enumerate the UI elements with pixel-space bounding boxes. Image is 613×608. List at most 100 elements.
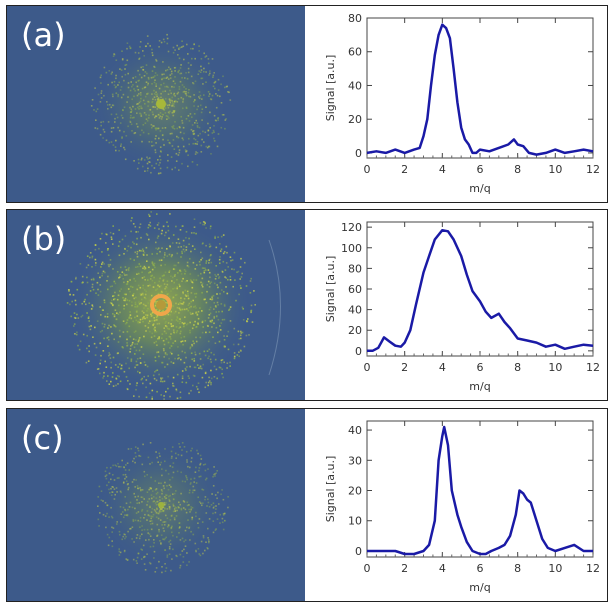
detector-speckle [221, 310, 223, 313]
detector-speckle [166, 508, 169, 510]
detector-speckle [193, 342, 195, 345]
detector-speckle [163, 330, 166, 333]
detector-speckle [94, 248, 97, 251]
detector-speckle [188, 392, 190, 395]
detector-speckle [193, 137, 195, 140]
detector-speckle [201, 108, 204, 110]
detector-speckle [117, 126, 119, 129]
detector-speckle [166, 118, 168, 120]
detector-speckle [168, 541, 170, 543]
detector-speckle [162, 38, 165, 41]
detector-speckle [136, 103, 138, 105]
detector-speckle [150, 523, 152, 525]
detector-speckle [133, 95, 135, 98]
detector-speckle [126, 559, 129, 561]
detector-speckle [229, 279, 232, 281]
detector-speckle [151, 54, 154, 57]
detector-speckle [138, 57, 141, 60]
detector-speckle [201, 277, 204, 280]
y-tick-label: 40 [348, 304, 362, 317]
detector-speckle [216, 377, 218, 380]
detector-speckle [132, 105, 134, 108]
detector-speckle [223, 318, 226, 321]
detector-speckle [137, 231, 139, 233]
detector-speckle [91, 255, 94, 258]
detector-speckle [106, 484, 108, 487]
detector-speckle [119, 290, 121, 292]
detector-speckle [124, 297, 127, 300]
detector-speckle [158, 310, 160, 313]
detector-speckle [208, 93, 211, 95]
detector-speckle [107, 345, 109, 347]
detector-speckle [215, 528, 217, 530]
detector-speckle [171, 85, 173, 88]
detector-speckle [128, 299, 131, 302]
detector-speckle [216, 94, 219, 97]
y-tick-label: 100 [341, 242, 362, 255]
detector-speckle [186, 43, 188, 46]
detector-speckle [151, 274, 153, 277]
detector-speckle [224, 519, 226, 522]
detector-speckle [193, 358, 195, 360]
detector-speckle [167, 159, 169, 162]
detector-speckle [111, 491, 113, 493]
detector-speckle [160, 41, 163, 44]
detector-speckle [140, 346, 143, 348]
detector-speckle [179, 526, 181, 528]
detector-speckle [111, 491, 114, 493]
detector-speckle [138, 105, 141, 108]
detector-speckle [117, 294, 120, 297]
detector-speckle [136, 315, 139, 317]
detector-speckle [90, 308, 93, 310]
detector-speckle [121, 136, 123, 138]
detector-speckle [142, 443, 144, 446]
detector-speckle [171, 466, 174, 468]
detector-speckle [147, 326, 150, 329]
detector-speckle [99, 372, 101, 375]
detector-speckle [169, 110, 171, 113]
detector-speckle [153, 317, 155, 319]
detector-speckle [169, 74, 172, 76]
detector-speckle [170, 310, 172, 313]
detector-speckle [154, 66, 156, 68]
detector-speckle [125, 274, 128, 276]
detector-speckle [143, 555, 146, 558]
detector-speckle [240, 287, 242, 289]
detector-speckle [149, 506, 151, 508]
detector-speckle [185, 231, 188, 233]
detector-speckle [181, 122, 184, 124]
detector-speckle [203, 94, 205, 96]
detector-speckle [129, 348, 132, 350]
detector-speckle [143, 556, 145, 559]
detector-speckle [179, 67, 182, 69]
detector-speckle [242, 319, 245, 321]
detector-speckle [133, 277, 135, 280]
detector-speckle [220, 361, 223, 364]
detector-speckle [150, 171, 152, 174]
detector-speckle [162, 278, 165, 281]
detector-speckle [85, 266, 88, 269]
detector-speckle [112, 372, 114, 374]
detector-speckle [199, 358, 202, 360]
detector-speckle [83, 300, 86, 303]
detector-speckle [123, 130, 125, 133]
detector-speckle [151, 332, 154, 335]
detector-speckle [103, 94, 105, 97]
detector-speckle [164, 504, 166, 506]
detector-speckle [208, 541, 210, 544]
detector-speckle [171, 72, 173, 75]
detector-speckle [131, 117, 134, 119]
detector-speckle [179, 326, 182, 328]
detector-speckle [188, 89, 190, 91]
detector-speckle [150, 141, 153, 143]
detector-speckle [183, 86, 185, 88]
detector-speckle [203, 70, 205, 73]
detector-speckle [229, 275, 232, 278]
detector-speckle [88, 325, 91, 328]
detector-speckle [164, 508, 166, 510]
detector-speckle [135, 512, 138, 514]
detector-speckle [118, 465, 120, 468]
detector-speckle [166, 485, 168, 487]
detector-speckle [175, 388, 178, 391]
detector-speckle [130, 123, 133, 126]
